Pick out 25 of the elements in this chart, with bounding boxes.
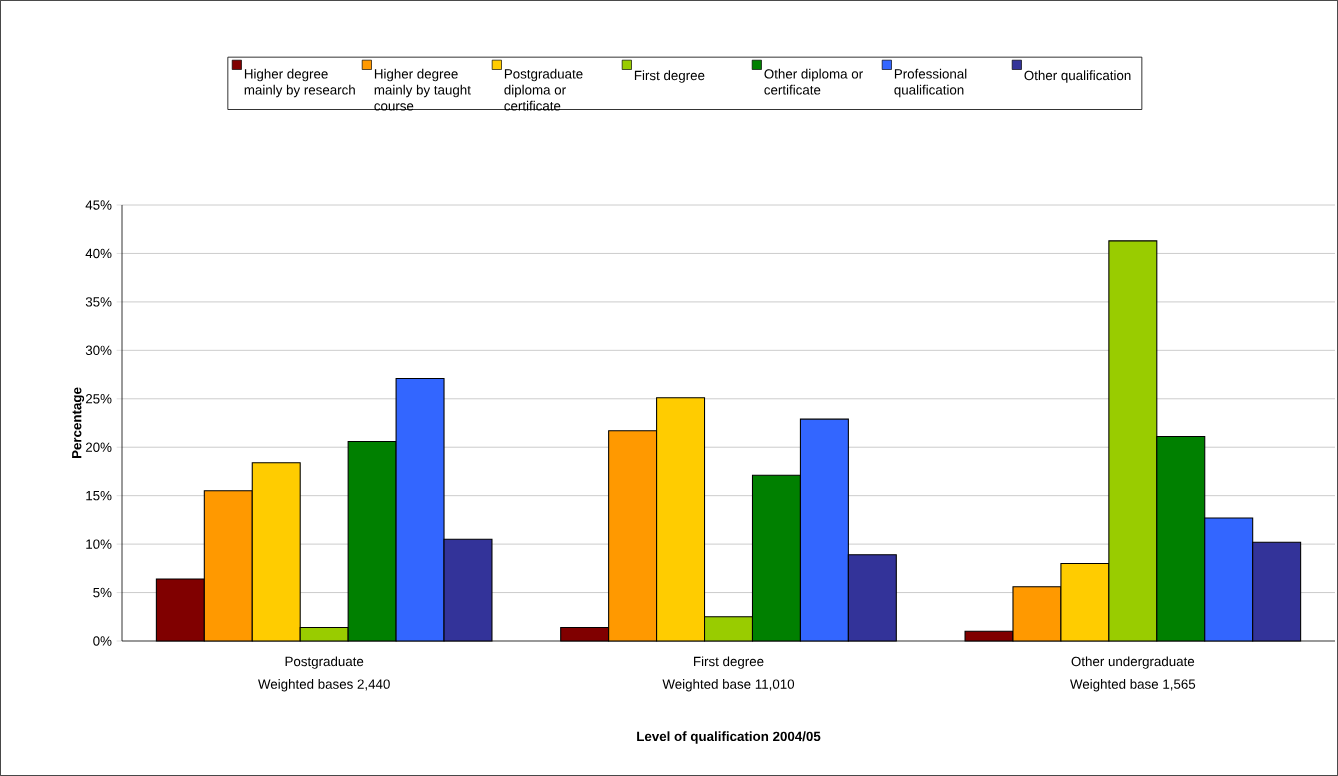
y-tick-label: 45% [85, 200, 112, 210]
y-tick-label: 0% [93, 636, 112, 646]
x-tick-label: Other undergraduate [1071, 656, 1195, 669]
y-tick-label: 10% [86, 539, 112, 549]
y-tick-label: 30% [85, 345, 112, 356]
x-tick-label: First degree [694, 656, 764, 669]
y-tick-label: 35% [85, 297, 112, 307]
legend-label: Other qualification [1024, 70, 1131, 83]
y-tick-label: 25% [85, 394, 112, 404]
text: Weighted base 1,565 [1070, 679, 1196, 692]
legend-label: Higher degree mainly by taught course [374, 68, 471, 111]
legend-label: Other diploma or certificate [764, 68, 863, 95]
x-tick-label: Postgraduate [285, 656, 364, 669]
y-axis-title: Percentage [72, 387, 85, 459]
x-axis-title: Level of qualification 2004/05 [637, 731, 821, 744]
legend-label: Higher degree mainly by research [244, 68, 355, 98]
y-tick-label: 40% [85, 248, 112, 259]
text: Weighted bases 2,440 [258, 679, 390, 692]
y-tick-label: 15% [86, 490, 112, 501]
legend-label: First degree [634, 70, 705, 83]
legend-label: Professional qualification [894, 68, 967, 98]
y-tick-label: 20% [85, 442, 112, 452]
text: Weighted base 11,010 [662, 679, 795, 692]
legend-label: Postgraduate diploma or certificate [504, 68, 583, 111]
y-tick-label: 5% [93, 587, 112, 598]
